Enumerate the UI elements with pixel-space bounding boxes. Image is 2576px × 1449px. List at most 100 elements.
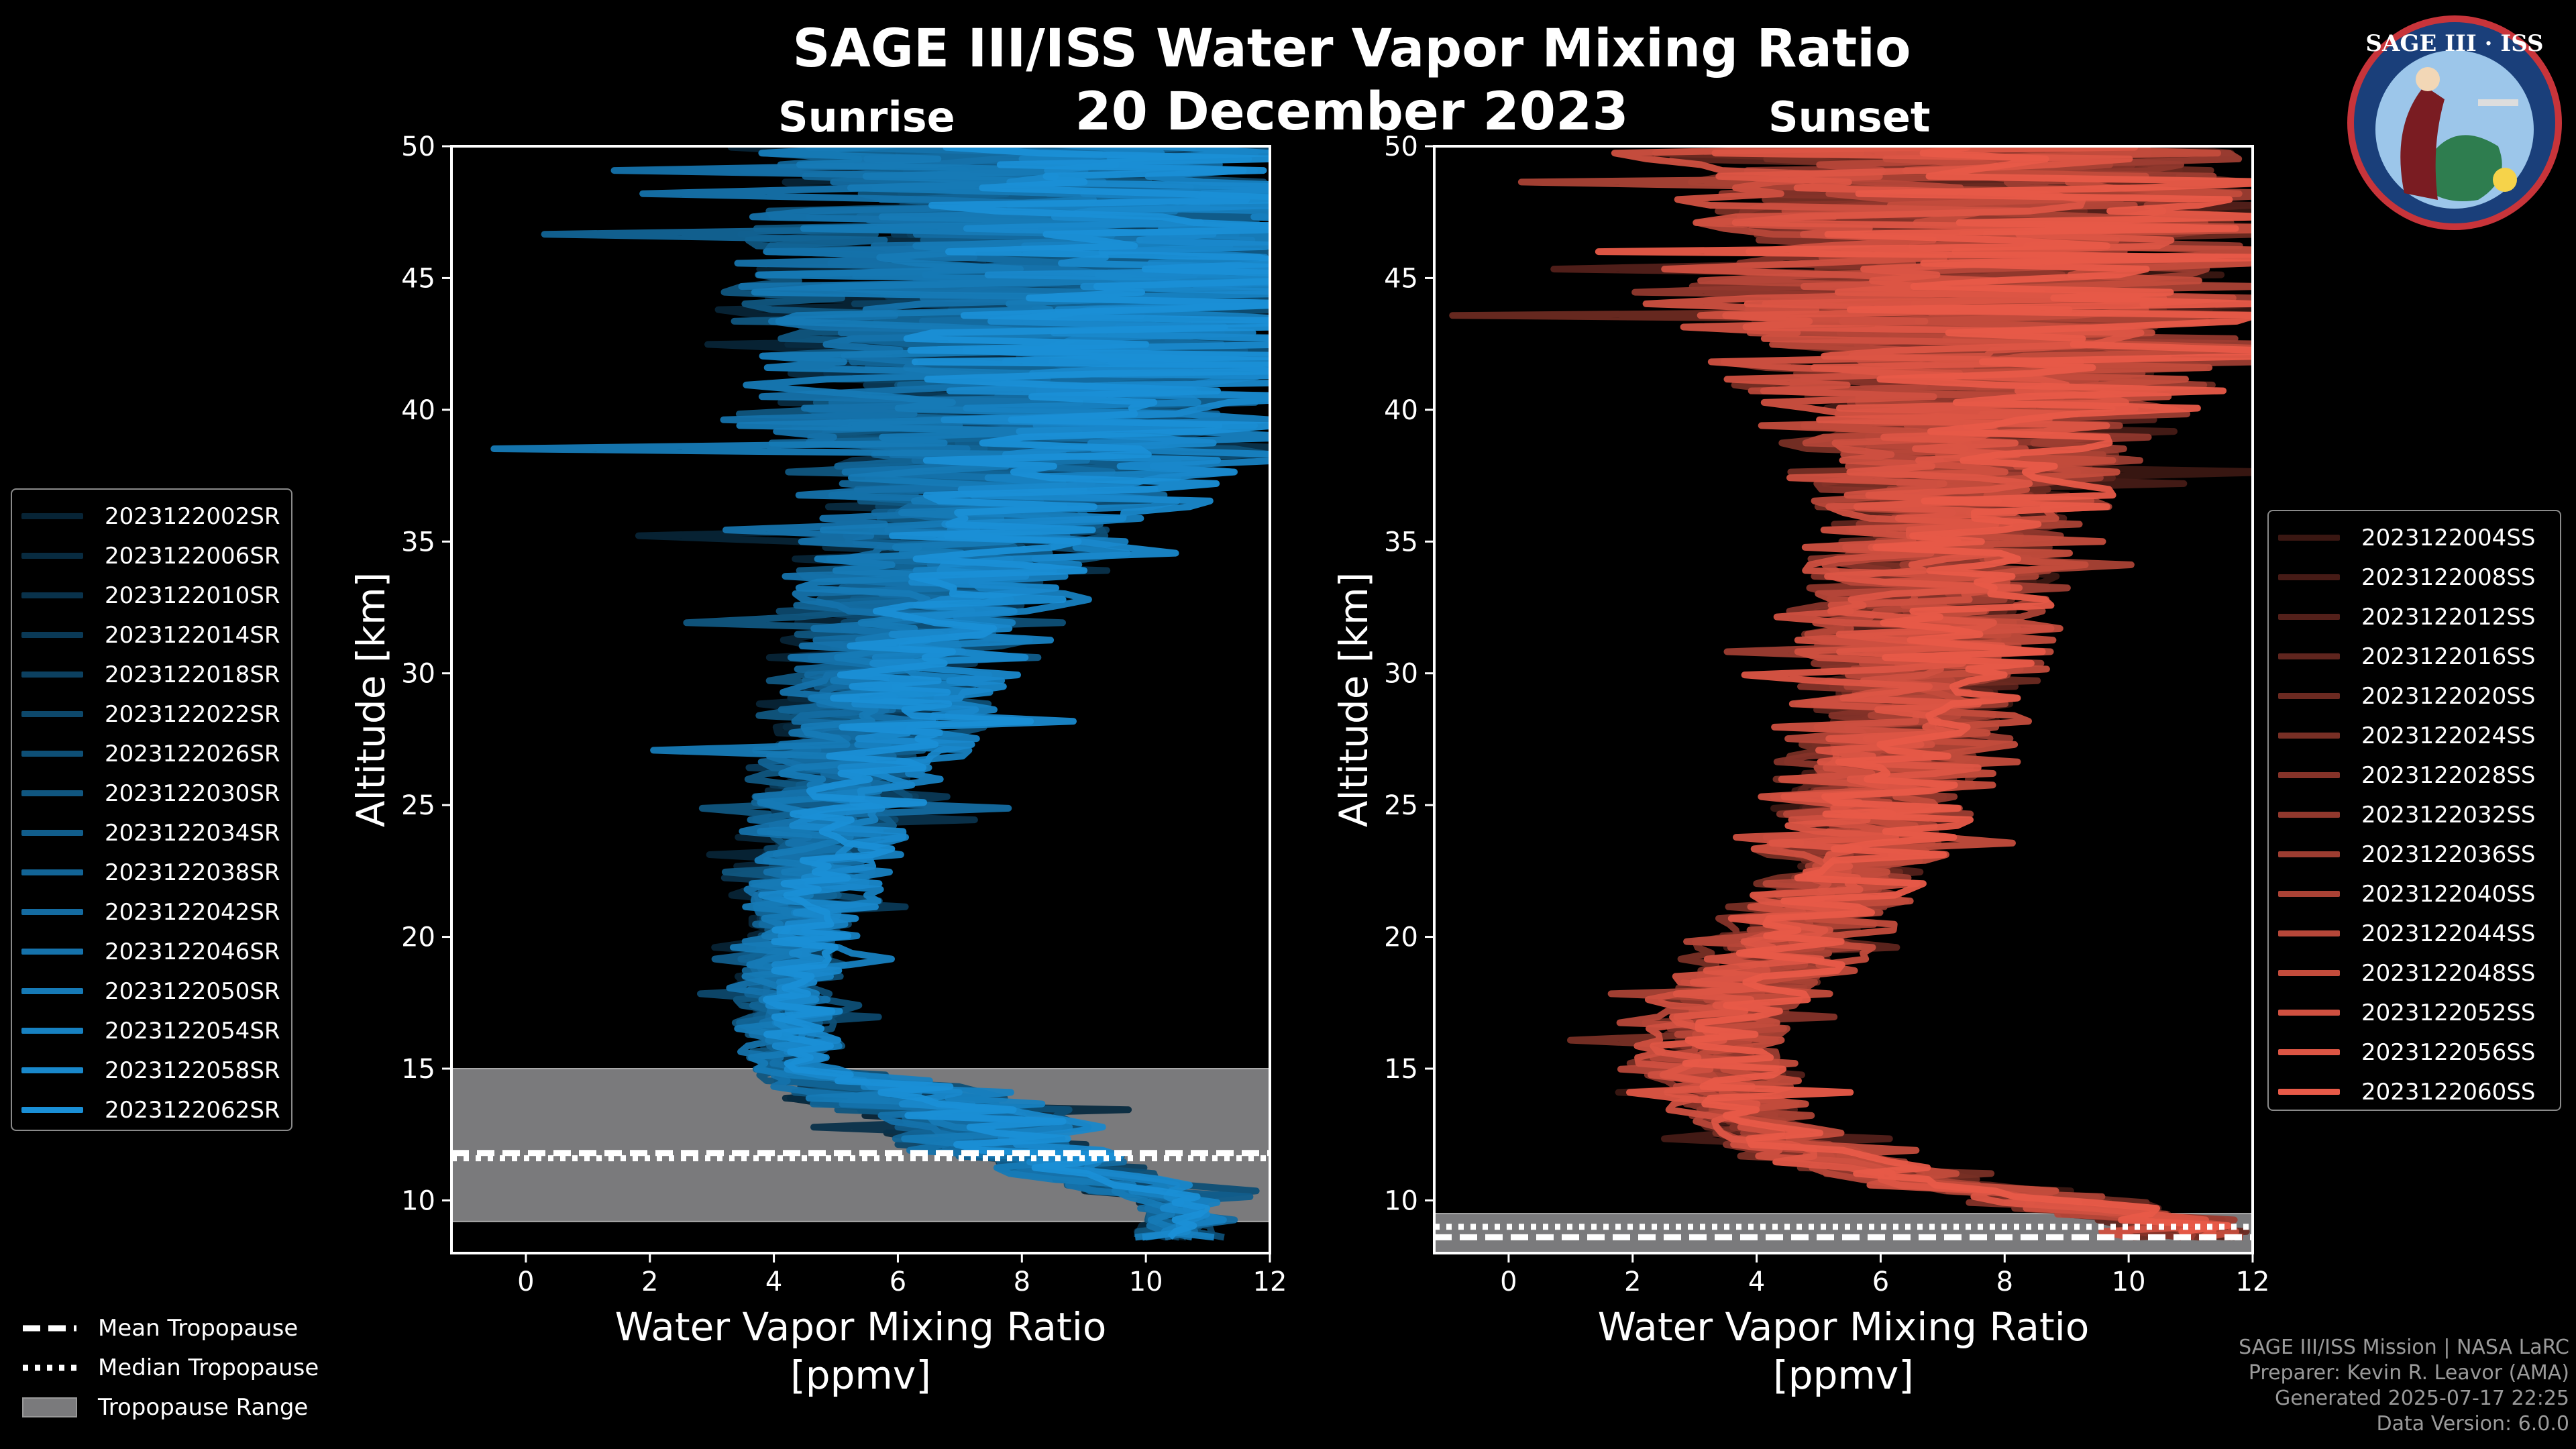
legend-label: 2023122014SR (105, 621, 280, 649)
legend-label: 2023122008SS (2361, 564, 2536, 591)
legend-swatch (21, 1107, 83, 1113)
y-tick-label: 15 (401, 1054, 435, 1085)
legend-swatch (21, 949, 83, 955)
legend-label: 2023122006SR (105, 542, 280, 570)
legend-item: 2023122042SR (12, 892, 291, 932)
credits-preparer: Preparer: Kevin R. Leavor (AMA) (2248, 1361, 2569, 1385)
legend-label: 2023122016SS (2361, 643, 2536, 670)
profile-2023122060SS (1595, 146, 2253, 1240)
profile-2023122058SR (758, 146, 1270, 1241)
logo-robed-figure (2400, 86, 2445, 200)
sunrise-axes-frame (450, 145, 1271, 1254)
legend-swatch (21, 790, 83, 796)
sunrise-profiles (490, 146, 1270, 1241)
legend-item: 2023122050SR (12, 971, 291, 1011)
legend-item: 2023122038SR (12, 853, 291, 892)
profile-2023122056SS (1626, 146, 2216, 1240)
mean-tropopause-label: Mean Tropopause (98, 1314, 299, 1342)
legend-label: 2023122062SR (105, 1096, 280, 1124)
legend-label: 2023122044SS (2361, 920, 2536, 947)
legend-label: 2023122052SS (2361, 999, 2536, 1026)
legend-label: 2023122034SR (105, 819, 280, 847)
legend-item: 2023122032SS (2269, 795, 2560, 835)
main-title: SAGE III/ISS Water Vapor Mixing Ratio (792, 19, 1911, 79)
sunset-x-axis-label: [ppmv] (1773, 1352, 1914, 1398)
y-tick-label: 40 (401, 395, 435, 426)
y-tick-label: 15 (1384, 1054, 1418, 1085)
legend-swatch (21, 592, 83, 598)
sunset-panel: 0 2 4 6 8 10 12 10 15 20 25 30 35 40 45 50 Water Vapor M… (1331, 131, 2269, 1398)
legend-label: 2023122050SR (105, 977, 280, 1005)
y-tick-label: 25 (401, 790, 435, 821)
logo-station (2478, 99, 2518, 106)
legend-item: 2023122016SS (2269, 637, 2560, 676)
x-tick-label: 6 (1872, 1267, 1889, 1297)
legend-label: 2023122036SS (2361, 841, 2536, 868)
legend-swatch (2278, 693, 2340, 699)
legend-swatch (2278, 851, 2340, 857)
legend-label: 2023122058SR (105, 1057, 280, 1084)
legend-label: 2023122040SS (2361, 880, 2536, 908)
legend-swatch (2278, 1049, 2340, 1055)
sunrise-y-axis-label: Altitude [km] (348, 572, 394, 827)
legend-item: 2023122062SR (12, 1090, 291, 1130)
sunset-x-axis-label: Water Vapor Mixing Ratio (1598, 1304, 2090, 1350)
legend-label: 2023122018SR (105, 661, 280, 688)
mean-tropopause-swatch (23, 1325, 76, 1331)
legend-item: 2023122030SR (12, 773, 291, 813)
legend-item: 2023122012SS (2269, 597, 2560, 637)
y-tick-label: 10 (1384, 1185, 1418, 1216)
sunrise-x-axis-label: [ppmv] (790, 1352, 931, 1398)
legend-label: 2023122030SR (105, 780, 280, 807)
logo-sun (2493, 168, 2517, 192)
legend-label: 2023122012SS (2361, 603, 2536, 631)
legend-swatch (2278, 653, 2340, 659)
legend-swatch (21, 988, 83, 994)
y-tick-label: 10 (401, 1185, 435, 1216)
legend-swatch (2278, 1010, 2340, 1016)
legend-item: 2023122006SR (12, 536, 291, 576)
y-tick-label: 35 (401, 527, 435, 557)
sunrise-x-axis-label: Water Vapor Mixing Ratio (615, 1304, 1107, 1350)
sunset-subtitle: Sunset (1768, 93, 1931, 142)
legend-item: 2023122056SS (2269, 1032, 2560, 1072)
legend-label: 2023122060SS (2361, 1078, 2536, 1106)
median-tropopause-label: Median Tropopause (98, 1354, 319, 1381)
credits-version: Data Version: 6.0.0 (2376, 1412, 2569, 1436)
legend-item: 2023122014SR (12, 615, 291, 655)
legend-label: 2023122020SS (2361, 682, 2536, 710)
legend-item: 2023122060SS (2269, 1072, 2560, 1112)
x-tick-label: 8 (1014, 1267, 1030, 1297)
legend-swatch (21, 1028, 83, 1034)
legend-item: 2023122002SR (12, 496, 291, 536)
credits-generated: Generated 2025-07-17 22:25 (2274, 1387, 2569, 1410)
credits-mission: SAGE III/ISS Mission | NASA LaRC (2239, 1336, 2569, 1359)
legend-item: 2023122034SR (12, 813, 291, 853)
legend-swatch (2278, 1089, 2340, 1095)
legend-swatch (21, 869, 83, 875)
legend-swatch (21, 632, 83, 638)
legend-label: 2023122028SS (2361, 761, 2536, 789)
sunrise-legend: 2023122002SR 2023122006SR 2023122010SR 2023… (11, 488, 292, 1131)
legend-item: 2023122036SS (2269, 835, 2560, 874)
legend-swatch (2278, 891, 2340, 897)
legend-label: 2023122010SR (105, 582, 280, 609)
x-tick-label: 8 (1996, 1267, 2013, 1297)
legend-label: 2023122042SR (105, 898, 280, 926)
legend-item: 2023122040SS (2269, 874, 2560, 914)
legend-item: 2023122044SS (2269, 914, 2560, 953)
legend-label: 2023122002SR (105, 502, 280, 530)
y-tick-label: 20 (401, 922, 435, 953)
legend-swatch (21, 672, 83, 678)
legend-item: 2023122008SS (2269, 557, 2560, 597)
legend-item: 2023122022SR (12, 694, 291, 734)
legend-item: 2023122010SR (12, 576, 291, 615)
logo-earth (2418, 135, 2502, 201)
legend-item: 2023122024SS (2269, 716, 2560, 755)
legend-item: 2023122058SR (12, 1051, 291, 1090)
sunset-axes-frame (1433, 145, 2254, 1254)
legend-item: 2023122020SS (2269, 676, 2560, 716)
y-tick-label: 35 (1384, 527, 1418, 557)
y-tick-label: 30 (401, 659, 435, 690)
